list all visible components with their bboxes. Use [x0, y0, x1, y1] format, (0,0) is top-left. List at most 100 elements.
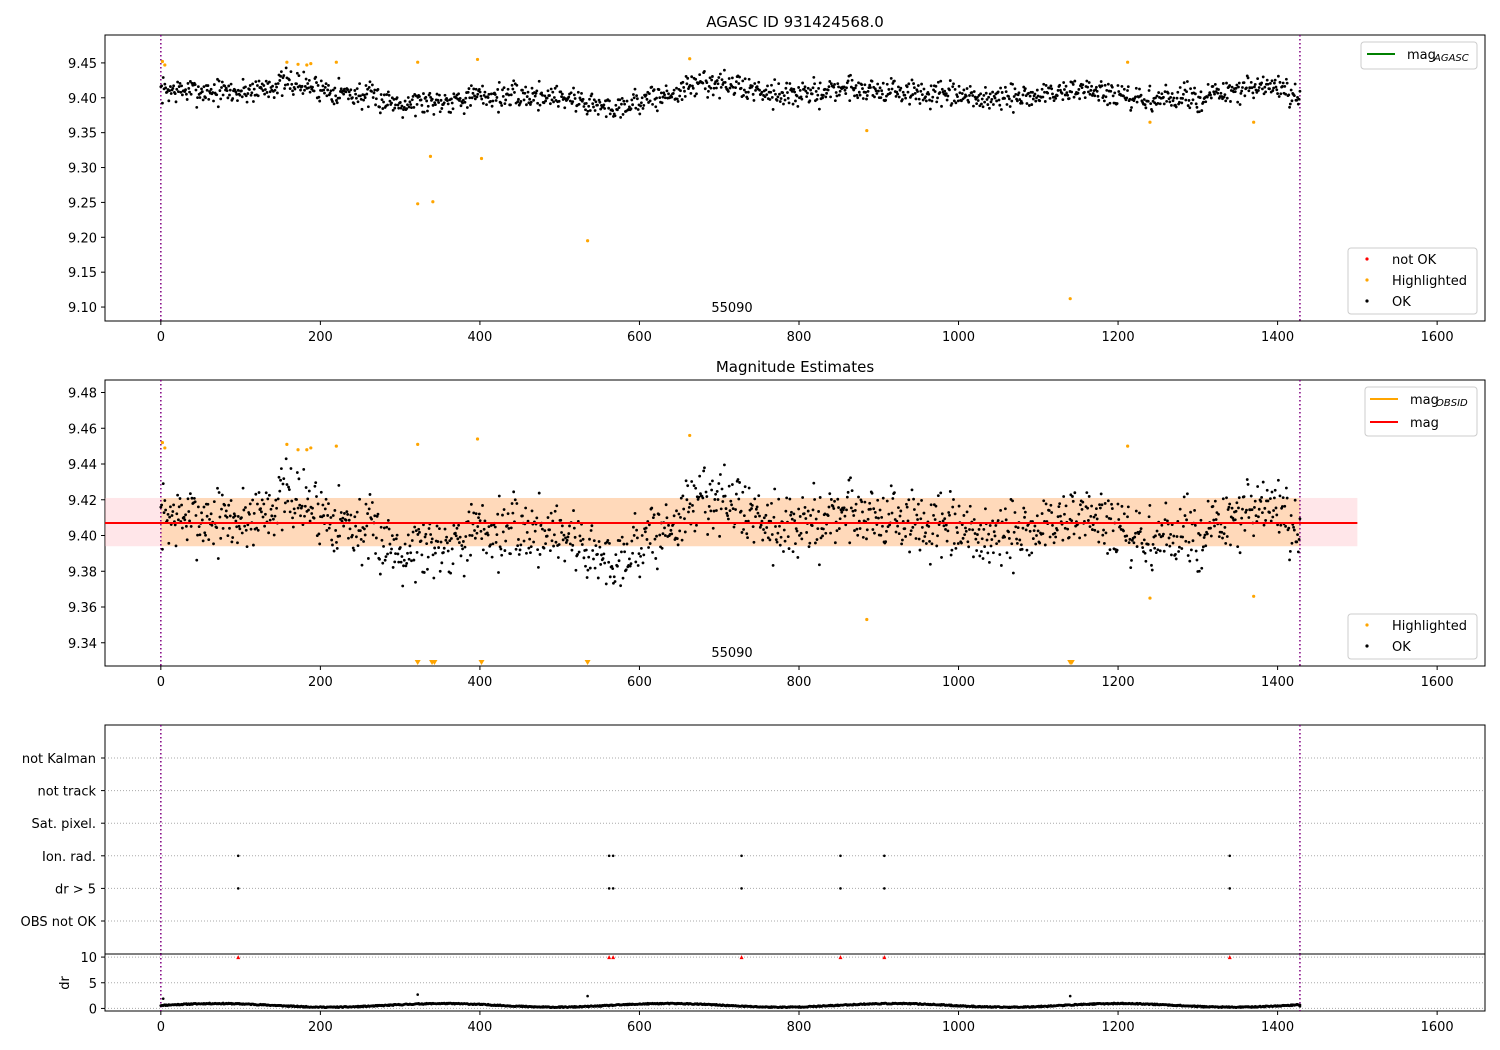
ok-point — [523, 91, 527, 95]
ok-point — [552, 533, 556, 537]
ok-point — [300, 84, 304, 88]
ok-point — [257, 79, 261, 83]
ok-point — [1185, 518, 1188, 522]
ok-point — [1184, 98, 1188, 102]
ok-point — [278, 79, 282, 82]
ok-point — [645, 538, 649, 541]
x-tick-label: 400 — [467, 675, 492, 690]
ok-point — [1246, 76, 1250, 80]
ok-point — [1234, 509, 1238, 513]
legend-estimates-top: mag OBSID mag — [1364, 386, 1478, 437]
ok-point — [677, 512, 681, 516]
ok-point — [1209, 534, 1213, 538]
ok-point — [1148, 504, 1152, 507]
ok-point — [378, 111, 382, 115]
ok-point — [790, 89, 794, 93]
ok-point — [968, 504, 972, 508]
ok-point — [420, 553, 424, 557]
ok-point — [1195, 558, 1199, 562]
ok-point — [518, 548, 522, 552]
ok-point — [1162, 95, 1165, 99]
ok-point — [639, 101, 643, 105]
flag-row-label: dr > 5 — [55, 882, 96, 897]
ok-point — [526, 519, 530, 523]
ok-point — [571, 100, 575, 104]
ok-point — [795, 94, 799, 98]
ok-point — [718, 534, 722, 538]
ok-point — [918, 548, 922, 552]
ok-point — [1003, 507, 1007, 511]
ok-point — [493, 93, 497, 96]
ok-point — [1015, 99, 1019, 103]
ok-point — [828, 492, 832, 496]
ok-point — [1097, 98, 1101, 102]
ok-point — [629, 107, 633, 111]
ok-point — [750, 503, 754, 507]
ok-point — [437, 546, 441, 549]
ok-point — [326, 88, 330, 92]
ok-point — [274, 82, 278, 86]
ok-point — [695, 523, 698, 527]
ok-point — [720, 487, 724, 491]
ok-point — [1102, 528, 1105, 532]
ok-point — [1257, 507, 1261, 511]
ok-point — [1292, 525, 1295, 529]
ok-point — [459, 554, 463, 558]
ok-point — [991, 90, 995, 94]
ok-point — [382, 100, 385, 104]
ok-point — [1220, 530, 1224, 534]
ok-point — [1198, 533, 1202, 537]
ok-point — [497, 571, 500, 574]
ok-point — [1288, 549, 1292, 553]
ok-point — [594, 100, 598, 104]
ok-point — [310, 512, 314, 515]
ok-point — [375, 514, 379, 518]
ok-point — [283, 83, 287, 87]
ok-point — [845, 495, 849, 499]
ok-point — [908, 102, 911, 106]
ok-point — [311, 506, 314, 510]
ok-point — [209, 512, 213, 516]
ok-point — [201, 539, 205, 543]
ok-point — [855, 527, 859, 531]
ok-point — [184, 92, 188, 96]
ok-point — [1169, 532, 1173, 536]
ok-point — [1130, 106, 1133, 109]
ok-point — [1281, 81, 1285, 85]
ok-point — [660, 101, 664, 105]
ok-point — [477, 87, 481, 91]
ok-point — [540, 91, 544, 95]
ok-point — [736, 478, 740, 481]
ok-point — [967, 100, 971, 104]
ok-point — [1221, 497, 1225, 501]
ok-point — [432, 576, 436, 580]
ok-point — [778, 92, 781, 96]
ok-point — [1080, 86, 1084, 89]
ok-point — [503, 102, 507, 106]
ok-point — [548, 94, 551, 97]
ok-point — [1271, 515, 1275, 519]
ok-point — [351, 546, 355, 550]
ok-point — [1265, 78, 1269, 82]
ok-point — [347, 536, 350, 540]
ok-point — [495, 96, 499, 99]
ok-point — [815, 97, 819, 101]
ok-point — [220, 86, 223, 89]
ok-point — [1189, 510, 1192, 514]
ok-point — [461, 540, 465, 543]
ok-point — [912, 86, 916, 90]
ok-point — [405, 561, 409, 565]
ok-point — [617, 559, 621, 563]
ok-point — [314, 481, 318, 484]
ok-point — [1272, 86, 1275, 90]
ok-point — [896, 92, 900, 96]
ok-point — [852, 514, 856, 517]
ok-point — [574, 568, 578, 572]
ok-point — [738, 481, 741, 484]
ok-point — [854, 502, 858, 506]
ok-point — [1083, 533, 1087, 537]
ok-point — [1066, 93, 1070, 97]
ok-point — [391, 566, 395, 569]
ok-point — [363, 533, 367, 537]
